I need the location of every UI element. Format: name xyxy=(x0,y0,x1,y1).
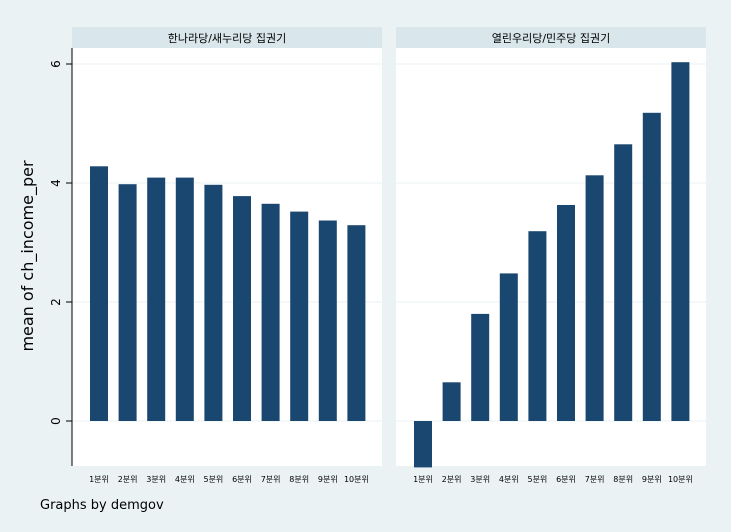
bar-right-10 xyxy=(671,62,690,421)
x-tick-label-right-8: 8분위 xyxy=(613,475,633,484)
panel-left: 한나라당/새누리당 집권기 1분위 2분위 3분위 4분위 5분위 6분위 7분위 8분위 9분… xyxy=(72,27,382,484)
bar-right-9 xyxy=(642,112,661,422)
bar-left-7 xyxy=(261,203,280,421)
panel-right-title-strip xyxy=(396,27,706,48)
bar-left-10 xyxy=(347,225,366,421)
bar-left-8 xyxy=(290,211,309,421)
bar-left-9 xyxy=(318,220,337,421)
x-tick-label-right-1: 1분위 xyxy=(413,475,433,484)
bar-right-5 xyxy=(528,231,547,421)
x-tick-label-left-5: 5분위 xyxy=(203,475,223,484)
bar-right-7 xyxy=(585,175,604,421)
panel-left-title-strip xyxy=(72,27,382,48)
bar-right-8 xyxy=(614,144,633,422)
graphs-by-caption: Graphs by demgov xyxy=(40,498,164,513)
bar-right-4 xyxy=(499,273,518,421)
x-tick-label-right-7: 7분위 xyxy=(585,475,605,484)
x-tick-label-left-10: 10분위 xyxy=(344,475,369,484)
panel-left-title: 한나라당/새누리당 집권기 xyxy=(168,32,287,45)
bar-right-2 xyxy=(442,382,461,421)
x-tick-label-right-2: 2분위 xyxy=(442,475,462,484)
panel-right: 열린우리당/민주당 집권기 1분위 2분위 3분위 4분위 5분위 6분위 7분위 8분위 9분… xyxy=(396,27,706,484)
x-tick-label-left-2: 2분위 xyxy=(118,475,138,484)
x-tick-label-right-3: 3분위 xyxy=(470,475,490,484)
bar-left-2 xyxy=(118,184,137,421)
panel-left-x-tick-labels: 1분위 2분위 3분위 4분위 5분위 6분위 7분위 8분위 9분위 10분위 xyxy=(89,475,369,484)
bar-right-1 xyxy=(414,421,432,468)
y-tick-label-2: 2 xyxy=(49,298,63,306)
bar-left-1 xyxy=(90,166,108,421)
panel-right-title: 열린우리당/민주당 집권기 xyxy=(492,32,611,45)
x-tick-label-left-4: 4분위 xyxy=(175,475,195,484)
x-tick-label-right-9: 9분위 xyxy=(642,475,662,484)
x-tick-label-right-6: 6분위 xyxy=(556,475,576,484)
x-tick-label-left-8: 8분위 xyxy=(289,475,309,484)
bar-right-3 xyxy=(471,313,490,421)
y-tick-label-6: 6 xyxy=(49,60,63,68)
bar-left-4 xyxy=(175,177,194,421)
bar-right-6 xyxy=(557,205,575,421)
x-tick-label-right-5: 5분위 xyxy=(527,475,547,484)
panel-right-bars xyxy=(414,62,690,468)
x-tick-label-right-10: 10분위 xyxy=(668,475,693,484)
x-tick-label-left-6: 6분위 xyxy=(232,475,252,484)
x-tick-label-left-1: 1분위 xyxy=(89,475,109,484)
x-tick-label-right-4: 4분위 xyxy=(499,475,519,484)
y-tick-label-4: 4 xyxy=(49,179,63,187)
x-tick-label-left-3: 3분위 xyxy=(146,475,166,484)
x-tick-label-left-7: 7분위 xyxy=(261,475,281,484)
y-axis: 0 2 4 6 xyxy=(49,48,73,466)
bar-left-5 xyxy=(204,184,223,421)
panel-right-x-tick-labels: 1분위 2분위 3분위 4분위 5분위 6분위 7분위 8분위 9분위 10분위 xyxy=(413,475,693,484)
bar-left-6 xyxy=(233,196,251,421)
x-tick-label-left-9: 9분위 xyxy=(318,475,338,484)
y-axis-label: mean of ch_income_per xyxy=(18,160,38,352)
y-tick-label-0: 0 xyxy=(49,417,63,425)
bar-left-3 xyxy=(147,177,166,421)
panel-left-bars xyxy=(90,166,366,421)
